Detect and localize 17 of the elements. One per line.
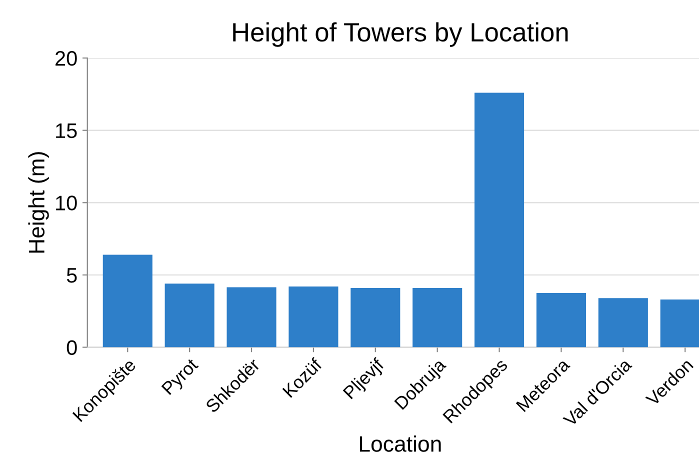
y-tick-label: 10: [56, 196, 77, 210]
x-axis-title: Location: [360, 436, 441, 452]
bar: [350, 288, 400, 348]
y-tick-label: 5: [66, 268, 77, 283]
bar: [226, 287, 276, 348]
y-axis-title: Height (m): [28, 152, 49, 253]
chart-title: Height of Towers by Location: [233, 22, 568, 47]
bar: [598, 298, 648, 348]
bar: [288, 286, 338, 348]
y-tick-label: 0: [66, 340, 77, 356]
bar: [412, 288, 462, 348]
bar: [474, 92, 524, 348]
y-tick-label: 20: [56, 51, 77, 66]
bar: [102, 254, 152, 348]
bar: [164, 284, 214, 348]
y-tick-label: 15: [56, 124, 77, 138]
bar: [536, 293, 586, 348]
